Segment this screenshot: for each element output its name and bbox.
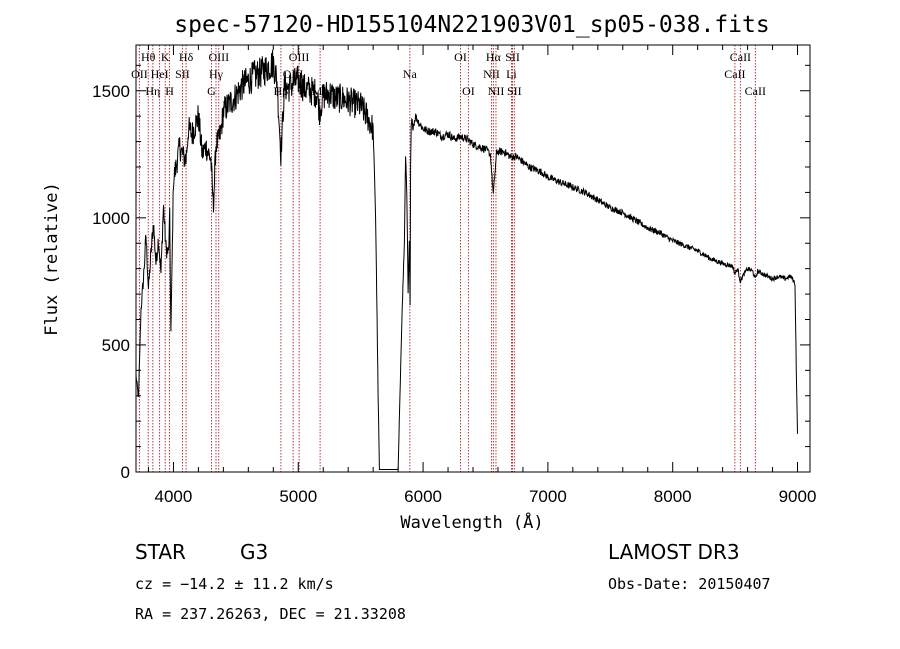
line-label-9: Hγ xyxy=(209,67,224,81)
line-label-7: Hδ xyxy=(179,50,194,64)
x-axis-label: Wavelength (Å) xyxy=(400,511,543,533)
line-label-26: CaII xyxy=(745,84,766,98)
line-label-17: OI xyxy=(462,84,475,98)
y-axis-label: Flux (relative) xyxy=(42,182,62,336)
y-axis-ticks: 0 500 1000 1500 xyxy=(92,64,810,482)
y-tick-label-1: 500 xyxy=(102,336,130,355)
chart-title: spec-57120-HD155104N221903V01_sp05-038.f… xyxy=(174,12,769,38)
x-tick-label-4: 8000 xyxy=(654,487,692,506)
line-label-13: Hβ xyxy=(274,84,289,98)
spectrum-series xyxy=(135,49,798,470)
obs-date: Obs-Date: 20150407 xyxy=(608,575,771,593)
spectrum-line-spectrum xyxy=(135,49,798,470)
line-label-22: Li xyxy=(506,67,517,81)
line-label-5: H xyxy=(165,84,174,98)
line-label-8: OIII xyxy=(208,50,229,64)
line-label-19: NII xyxy=(483,67,500,81)
line-label-12: OIII xyxy=(283,67,304,81)
x-tick-label-5: 9000 xyxy=(779,487,817,506)
line-label-21: SII xyxy=(505,50,520,64)
y-tick-label-2: 1000 xyxy=(92,209,130,228)
line-label-24: CaII xyxy=(730,50,751,64)
x-tick-label-0: 4000 xyxy=(155,487,193,506)
line-label-14: Mg xyxy=(312,84,329,98)
x-axis-ticks: 4000 5000 6000 7000 8000 9000 xyxy=(147,45,817,506)
redshift-value: cz = −14.2 ± 11.2 km/s xyxy=(135,575,334,593)
line-label-3: HeI xyxy=(151,67,169,81)
line-label-25: CaII xyxy=(724,67,745,81)
line-label-23: SII xyxy=(507,84,522,98)
line-label-20: NII xyxy=(488,84,505,98)
object-class: STAR xyxy=(135,540,186,564)
line-label-16: OI xyxy=(454,50,467,64)
y-tick-label-3: 1500 xyxy=(92,82,130,101)
x-tick-label-1: 5000 xyxy=(279,487,317,506)
line-label-4: K xyxy=(161,50,170,64)
x-tick-label-3: 7000 xyxy=(529,487,567,506)
line-label-6: SII xyxy=(175,67,190,81)
line-label-1: OII xyxy=(131,67,148,81)
line-label-2: Hη xyxy=(145,84,160,98)
line-label-10: G xyxy=(207,84,216,98)
line-label-0: Hθ xyxy=(141,50,156,64)
y-tick-label-0: 0 xyxy=(121,463,130,482)
x-tick-label-2: 6000 xyxy=(404,487,442,506)
line-label-18: Hα xyxy=(486,50,502,64)
coordinates: RA = 237.26263, DEC = 21.33208 xyxy=(135,605,406,623)
object-subclass: G3 xyxy=(240,540,268,564)
survey-release: LAMOST DR3 xyxy=(608,540,740,564)
line-label-11: OIII xyxy=(289,50,310,64)
line-label-15: Na xyxy=(403,67,418,81)
